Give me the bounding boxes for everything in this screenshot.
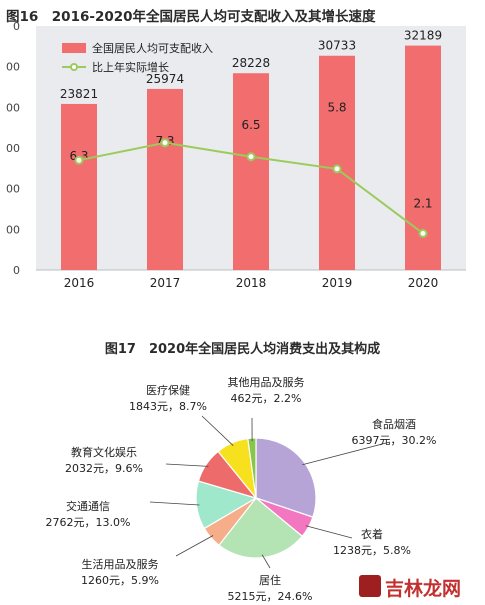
income-bar xyxy=(61,103,97,271)
x-tick-label: 2019 xyxy=(322,276,353,290)
figure-16-title: 图16 2016-2020年全国居民人均可支配收入及其增长速度 xyxy=(6,9,376,25)
growth-point xyxy=(246,152,256,162)
legend-swatch-income xyxy=(62,43,86,53)
y-tick-label: 00 xyxy=(6,142,20,155)
figure-17-title: 图17 2020年全国居民人均消费支出及其构成 xyxy=(104,342,381,357)
x-tick-label: 2017 xyxy=(150,276,181,290)
pie-value-label: 1238元，5.8% xyxy=(333,544,411,557)
income-bar xyxy=(319,55,355,270)
legend-label-growth: 比上年实际增长 xyxy=(92,60,169,74)
y-tick-label: 00 xyxy=(6,183,20,196)
pie-value-label: 1843元，8.7% xyxy=(129,400,207,413)
pie-category-label: 生活用品及服务 xyxy=(82,557,159,571)
pie-category-label: 医疗保健 xyxy=(146,383,190,397)
pie-category-label: 衣着 xyxy=(361,527,383,541)
pie-value-label: 1260元，5.9% xyxy=(81,574,159,587)
pie-value-label: 5215元，24.6% xyxy=(228,590,313,603)
watermark-logo: 吉林龙网 xyxy=(359,573,477,600)
pie-value-label: 2032元，9.6% xyxy=(65,462,143,475)
pie-value-label: 2762元，13.0% xyxy=(46,516,131,529)
income-chart: 0000000000002382120166.32597420177.32822… xyxy=(6,22,466,290)
pie-leader-line xyxy=(305,525,353,539)
pie-leader-line xyxy=(149,501,200,506)
watermark-text: 吉林龙网 xyxy=(385,578,462,600)
pie-leader-line xyxy=(201,415,234,446)
pie-slice xyxy=(255,437,317,518)
bar-value-label: 23821 xyxy=(60,87,98,101)
pie-category-label: 交通通信 xyxy=(66,499,110,513)
pie-category-label: 居住 xyxy=(259,573,281,587)
pie-category-label: 食品烟酒 xyxy=(372,417,416,431)
bar-value-label: 30733 xyxy=(318,39,356,53)
pie-value-label: 6397元，30.2% xyxy=(352,434,437,447)
y-tick-label: 00 xyxy=(6,223,20,236)
consumption-pie-chart: 食品烟酒 6397元，30.2% 衣着 1238元，5.8% 居住 5215元，24.6%… xyxy=(46,376,437,603)
x-tick-label: 2020 xyxy=(408,276,439,290)
growth-point xyxy=(160,138,170,148)
growth-point xyxy=(332,164,342,174)
pie-leader-line xyxy=(261,554,271,569)
income-bar xyxy=(233,73,269,270)
growth-value-label: 2.1 xyxy=(413,196,432,210)
legend-marker-growth xyxy=(70,63,78,71)
y-tick-label: 00 xyxy=(6,61,20,74)
income-bar xyxy=(147,88,183,271)
growth-point xyxy=(74,155,84,165)
growth-value-label: 5.8 xyxy=(327,101,346,115)
x-tick-label: 2016 xyxy=(64,276,95,290)
pie-leader-line xyxy=(165,463,209,467)
legend-label-income: 全国居民人均可支配收入 xyxy=(92,41,213,55)
pie-category-label: 其他用品及服务 xyxy=(228,376,305,389)
growth-point xyxy=(418,228,428,238)
pie-category-label: 教育文化娱乐 xyxy=(71,445,137,459)
y-tick-label: 0 xyxy=(13,22,20,33)
y-tick-label: 0 xyxy=(13,264,20,277)
pie-leader-line xyxy=(175,535,214,557)
pie-leader-line xyxy=(302,441,391,466)
bar-value-label: 32189 xyxy=(404,29,442,43)
watermark-icon xyxy=(359,575,381,597)
pie-value-label: 462元，2.2% xyxy=(231,392,302,405)
bar-value-label: 25974 xyxy=(146,72,184,86)
pie-slice xyxy=(218,497,304,559)
bar-value-label: 28228 xyxy=(232,56,270,70)
x-tick-label: 2018 xyxy=(236,276,267,290)
growth-value-label: 6.5 xyxy=(241,118,260,132)
y-tick-label: 00 xyxy=(6,101,20,114)
